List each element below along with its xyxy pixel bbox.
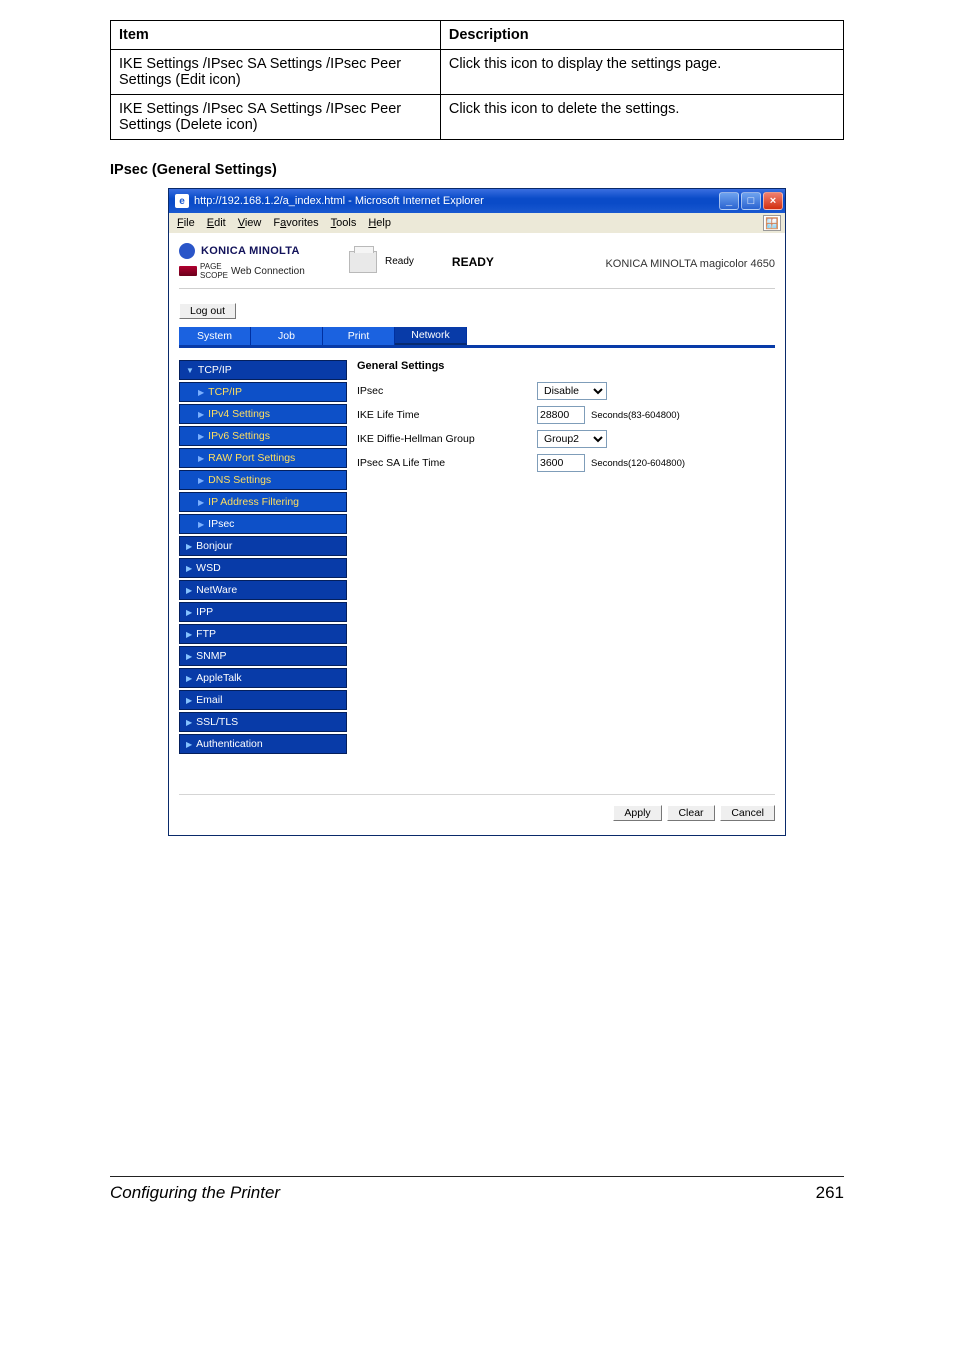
status-big: READY bbox=[452, 255, 494, 269]
ipsec-select[interactable]: Disable bbox=[537, 382, 607, 400]
menu-tools[interactable]: Tools bbox=[327, 216, 361, 230]
panel-title: General Settings bbox=[357, 360, 775, 372]
titlebar: e http://192.168.1.2/a_index.html - Micr… bbox=[169, 189, 785, 213]
sidebar-item-appletalk[interactable]: AppleTalk bbox=[179, 668, 347, 688]
description-table: Item Description IKE Settings /IPsec SA … bbox=[110, 20, 844, 140]
window-title: http://192.168.1.2/a_index.html - Micros… bbox=[194, 195, 484, 207]
label-sa-life: IPsec SA Life Time bbox=[357, 457, 537, 469]
throbber-icon: 🪟 bbox=[763, 215, 781, 231]
sidebar-sub-ipv6[interactable]: IPv6 Settings bbox=[179, 426, 347, 446]
cancel-button[interactable]: Cancel bbox=[720, 805, 775, 821]
row2-desc: Click this icon to delete the settings. bbox=[440, 95, 843, 140]
menu-view[interactable]: View bbox=[234, 216, 266, 230]
sidebar-item-ipp[interactable]: IPP bbox=[179, 602, 347, 622]
sidebar-sub-ipfilter[interactable]: IP Address Filtering bbox=[179, 492, 347, 512]
logout-button[interactable]: Log out bbox=[179, 303, 236, 319]
menu-favorites[interactable]: Favorites bbox=[269, 216, 322, 230]
menu-file[interactable]: File bbox=[173, 216, 199, 230]
menu-edit[interactable]: Edit bbox=[203, 216, 230, 230]
ie-icon: e bbox=[175, 194, 189, 208]
ike-dh-select[interactable]: Group2 bbox=[537, 430, 607, 448]
label-ike-dh: IKE Diffie-Hellman Group bbox=[357, 433, 537, 445]
sidebar-item-ssltls[interactable]: SSL/TLS bbox=[179, 712, 347, 732]
pagescope-text: Web Connection bbox=[231, 266, 305, 277]
sidebar: TCP/IP TCP/IP IPv4 Settings IPv6 Setting… bbox=[179, 360, 347, 754]
minimize-button[interactable]: _ bbox=[719, 192, 739, 210]
sidebar-sub-rawport[interactable]: RAW Port Settings bbox=[179, 448, 347, 468]
pagescope-icon bbox=[179, 266, 197, 276]
clear-button[interactable]: Clear bbox=[667, 805, 714, 821]
menu-help[interactable]: Help bbox=[364, 216, 395, 230]
tab-job[interactable]: Job bbox=[251, 327, 323, 345]
menubar: File Edit View Favorites Tools Help 🪟 bbox=[169, 213, 785, 233]
sidebar-item-email[interactable]: Email bbox=[179, 690, 347, 710]
th-desc: Description bbox=[440, 21, 843, 50]
footer-left: Configuring the Printer bbox=[110, 1183, 280, 1203]
sidebar-sub-dns[interactable]: DNS Settings bbox=[179, 470, 347, 490]
sidebar-item-bonjour[interactable]: Bonjour bbox=[179, 536, 347, 556]
tab-network[interactable]: Network bbox=[395, 327, 467, 345]
sa-life-input[interactable] bbox=[537, 454, 585, 472]
sidebar-sub-ipsec[interactable]: IPsec bbox=[179, 514, 347, 534]
ike-life-input[interactable] bbox=[537, 406, 585, 424]
section-heading: IPsec (General Settings) bbox=[110, 162, 844, 178]
row1-item: IKE Settings /IPsec SA Settings /IPsec P… bbox=[111, 50, 441, 95]
printer-icon bbox=[349, 251, 377, 273]
row2-item: IKE Settings /IPsec SA Settings /IPsec P… bbox=[111, 95, 441, 140]
km-logo-icon bbox=[179, 243, 195, 259]
close-button[interactable]: × bbox=[763, 192, 783, 210]
sidebar-item-wsd[interactable]: WSD bbox=[179, 558, 347, 578]
sidebar-item-snmp[interactable]: SNMP bbox=[179, 646, 347, 666]
km-brand: KONICA MINOLTA bbox=[201, 245, 300, 257]
browser-window: e http://192.168.1.2/a_index.html - Micr… bbox=[168, 188, 786, 836]
ike-life-hint: Seconds(83-604800) bbox=[591, 410, 680, 421]
footer-page-number: 261 bbox=[816, 1183, 844, 1203]
sidebar-item-ftp[interactable]: FTP bbox=[179, 624, 347, 644]
model-name: KONICA MINOLTA magicolor 4650 bbox=[569, 254, 775, 270]
page-content: KONICA MINOLTA PAGESCOPE Web Connection … bbox=[169, 233, 785, 835]
status-small: Ready bbox=[385, 256, 414, 267]
tab-system[interactable]: System bbox=[179, 327, 251, 345]
sidebar-sub-ipv4[interactable]: IPv4 Settings bbox=[179, 404, 347, 424]
page-footer: Configuring the Printer 261 bbox=[110, 1176, 844, 1203]
th-item: Item bbox=[111, 21, 441, 50]
label-ike-life: IKE Life Time bbox=[357, 409, 537, 421]
main-panel: General Settings IPsec Disable IKE Life … bbox=[357, 360, 775, 754]
sa-life-hint: Seconds(120-604800) bbox=[591, 458, 685, 469]
brand-block: KONICA MINOLTA PAGESCOPE Web Connection bbox=[179, 243, 349, 280]
sidebar-item-netware[interactable]: NetWare bbox=[179, 580, 347, 600]
label-ipsec: IPsec bbox=[357, 385, 537, 397]
apply-button[interactable]: Apply bbox=[613, 805, 661, 821]
sidebar-item-auth[interactable]: Authentication bbox=[179, 734, 347, 754]
tabs: System Job Print Network bbox=[179, 327, 775, 345]
maximize-button[interactable]: □ bbox=[741, 192, 761, 210]
sidebar-item-tcpip[interactable]: TCP/IP bbox=[179, 360, 347, 380]
tab-print[interactable]: Print bbox=[323, 327, 395, 345]
sidebar-sub-tcpip[interactable]: TCP/IP bbox=[179, 382, 347, 402]
row1-desc: Click this icon to display the settings … bbox=[440, 50, 843, 95]
